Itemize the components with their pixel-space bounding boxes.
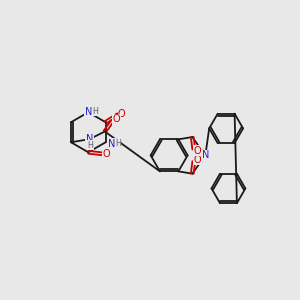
Text: N: N (202, 150, 209, 160)
Text: N: N (86, 134, 93, 144)
Text: H: H (87, 141, 93, 150)
Text: O: O (102, 149, 110, 159)
Text: O: O (112, 114, 120, 124)
Text: O: O (194, 146, 202, 156)
Text: N: N (85, 107, 92, 117)
Text: N: N (108, 139, 116, 149)
Text: O: O (194, 155, 202, 165)
Text: H: H (115, 139, 121, 148)
Text: H: H (92, 107, 98, 116)
Text: O: O (118, 109, 126, 119)
